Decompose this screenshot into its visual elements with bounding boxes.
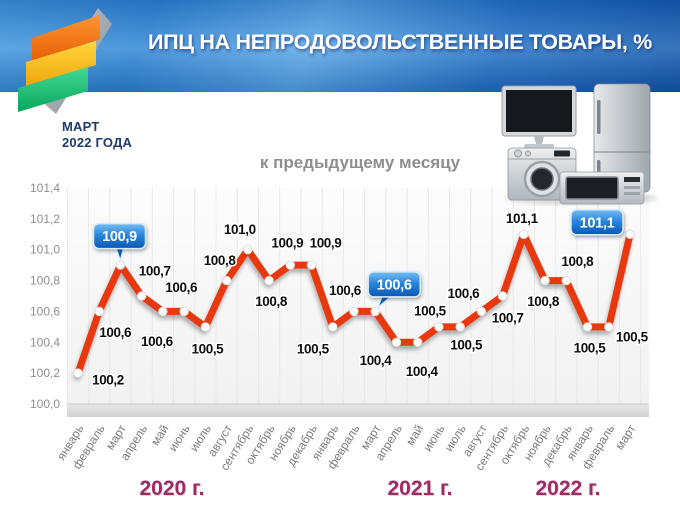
computer-monitor-icon xyxy=(501,85,577,149)
svg-text:100,5: 100,5 xyxy=(574,340,607,355)
svg-text:100,4: 100,4 xyxy=(360,353,393,368)
period-month: МАРТ xyxy=(62,119,100,134)
svg-text:100,5: 100,5 xyxy=(414,303,447,318)
callout-bubble: 100,6 xyxy=(367,271,421,308)
svg-text:100,5: 100,5 xyxy=(616,329,649,344)
y-tick: 101,4 xyxy=(30,181,60,195)
callout-bubble: 101,1 xyxy=(570,209,626,236)
svg-text:100,6: 100,6 xyxy=(141,334,174,349)
period-year: 2022 ГОДА xyxy=(62,135,133,150)
y-tick: 101,2 xyxy=(30,212,60,226)
x-tick-month: март xyxy=(612,422,638,453)
x-tick-month: июнь xyxy=(420,422,447,454)
plot-area xyxy=(67,188,649,404)
y-tick: 100,6 xyxy=(30,304,60,318)
rosstat-steps-logo-icon xyxy=(16,4,122,116)
svg-text:100,6: 100,6 xyxy=(329,283,362,298)
microwave-oven-icon xyxy=(559,171,645,205)
period-label: МАРТ 2022 ГОДА xyxy=(62,119,132,151)
svg-text:100,5: 100,5 xyxy=(450,337,483,352)
y-tick: 100,2 xyxy=(30,366,60,380)
svg-text:100,9: 100,9 xyxy=(310,236,342,251)
svg-text:100,8: 100,8 xyxy=(255,294,288,309)
svg-text:100,6: 100,6 xyxy=(165,280,198,295)
x-tick-month: июнь xyxy=(166,422,193,454)
svg-text:100,2: 100,2 xyxy=(92,373,124,388)
svg-text:100,9: 100,9 xyxy=(271,236,303,251)
header-banner xyxy=(0,0,680,92)
svg-text:100,5: 100,5 xyxy=(192,341,225,356)
y-tick: 100,8 xyxy=(30,274,60,288)
svg-text:100,7: 100,7 xyxy=(139,264,171,279)
data-point-labels: 100,2100,6100,7100,6100,6100,5100,8101,0… xyxy=(91,209,651,389)
svg-text:100,7: 100,7 xyxy=(492,311,524,326)
y-tick: 101,0 xyxy=(30,243,60,257)
page-title: ИПЦ НА НЕПРОДОВОЛЬСТВЕННЫЕ ТОВАРЫ, % xyxy=(147,30,652,54)
year-label-2022: 2022 г. xyxy=(535,477,601,500)
callout-bubble: 100,9 xyxy=(92,222,147,262)
svg-text:100,8: 100,8 xyxy=(204,253,237,268)
cpi-line-chart: 100,0 100,2 100,4 100,6 100,8 101,0 101,2 101,4… xyxy=(0,178,680,522)
svg-text:100,8: 100,8 xyxy=(527,294,560,309)
svg-text:100,6: 100,6 xyxy=(99,325,132,340)
svg-text:101,0: 101,0 xyxy=(224,222,256,237)
appliances-svg xyxy=(501,83,658,205)
year-label-2021: 2021 г. xyxy=(387,477,453,500)
y-tick: 100,4 xyxy=(30,335,60,349)
chart-subtitle: к предыдущему месяцу xyxy=(259,153,461,172)
axis-floor xyxy=(67,404,649,417)
data-point-markers xyxy=(73,229,635,378)
svg-text:100,5: 100,5 xyxy=(297,341,330,356)
svg-text:101,1: 101,1 xyxy=(506,211,539,226)
y-tick: 100,0 xyxy=(30,397,60,411)
washing-machine-icon xyxy=(507,147,577,201)
refrigerator-icon xyxy=(593,83,651,193)
svg-text:100,6: 100,6 xyxy=(377,277,412,293)
chart-svg: 100,0 100,2 100,4 100,6 100,8 101,0 101,2 101,4… xyxy=(30,181,651,473)
steps-logo-svg xyxy=(18,8,112,114)
svg-text:100,9: 100,9 xyxy=(102,229,137,245)
household-appliances-image xyxy=(498,80,666,206)
svg-text:101,1: 101,1 xyxy=(580,215,615,231)
svg-text:100,6: 100,6 xyxy=(448,286,481,301)
svg-text:100,8: 100,8 xyxy=(561,254,594,269)
year-label-2020: 2020 г. xyxy=(139,477,205,500)
svg-text:100,4: 100,4 xyxy=(406,364,439,379)
